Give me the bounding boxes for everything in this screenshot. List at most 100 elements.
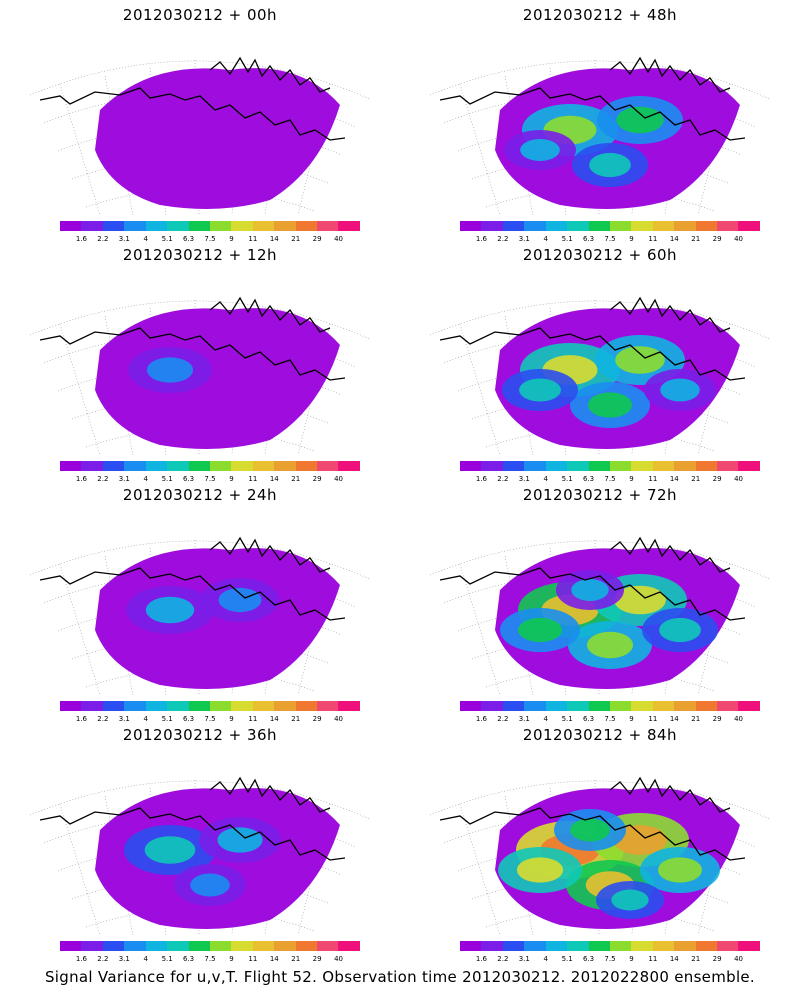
graticule-line — [59, 563, 101, 696]
colorbar-ticks: 1.6 2.2 3.1 4 5.1 6.3 7.5 9 11 14 21 29 40 — [56, 235, 366, 245]
colorbar-swatch — [652, 701, 675, 711]
colorbar-swatch — [695, 221, 718, 231]
colorbar-ticks: 1.6 2.2 3.1 4 5.1 6.3 7.5 9 11 14 21 29 40 — [456, 235, 766, 245]
variance-contour — [611, 889, 649, 911]
colorbar-swatch — [317, 221, 339, 231]
colorbar-swatch — [652, 461, 675, 471]
colorbar-swatch — [567, 461, 589, 471]
colorbar-ticks: 1.6 2.2 3.1 4 5.1 6.3 7.5 9 11 14 21 29 40 — [56, 715, 366, 725]
colorbar-swatch — [502, 221, 525, 231]
colorbar-swatch — [460, 701, 482, 711]
colorbar-swatch — [524, 941, 546, 951]
colorbar-ticks: 1.6 2.2 3.1 4 5.1 6.3 7.5 9 11 14 21 29 40 — [456, 475, 766, 485]
colorbar-tick-label: 9 — [629, 235, 634, 243]
colorbar — [460, 701, 760, 711]
colorbar-ticks: 1.6 2.2 3.1 4 5.1 6.3 7.5 9 11 14 21 29 40 — [56, 955, 366, 965]
map-panel: 2012030212 + 00h 1.6 2.2 3.1 4 5.1 6.3 7.5 9 11 14… — [0, 0, 400, 243]
colorbar-swatch — [209, 701, 232, 711]
colorbar-tick-label: 14 — [669, 715, 679, 723]
colorbar-tick-label: 2.2 — [497, 715, 509, 723]
coastline — [439, 567, 746, 621]
colorbar-ticks: 1.6 2.2 3.1 4 5.1 6.3 7.5 9 11 14 21 29 40 — [56, 475, 366, 485]
colorbar-tick-label: 9 — [229, 955, 234, 963]
colorbar-swatch — [545, 701, 568, 711]
colorbar-swatch — [102, 221, 125, 231]
colorbar-swatch — [652, 221, 675, 231]
colorbar-swatch — [588, 461, 610, 471]
colorbar-swatch — [274, 461, 296, 471]
variance-map — [429, 776, 771, 936]
colorbar-tick-label: 2.2 — [497, 235, 509, 243]
colorbar-tick-label: 2.2 — [97, 475, 109, 483]
colorbar-swatch — [545, 461, 568, 471]
colorbar-swatch — [588, 941, 610, 951]
colorbar-tick-label: 6.3 — [182, 235, 195, 243]
panel-title: 2012030212 + 72h — [522, 486, 678, 504]
colorbar-swatch — [524, 221, 546, 231]
variance-contour — [518, 617, 562, 643]
colorbar-tick-label: 2.2 — [97, 955, 109, 963]
colorbar-swatch — [317, 701, 339, 711]
colorbar-swatch — [231, 941, 253, 951]
colorbar-tick-label: 5.1 — [561, 235, 573, 243]
colorbar-tick-label: 4 — [143, 715, 148, 723]
colorbar-swatch — [631, 461, 653, 471]
colorbar-tick-label: 29 — [312, 235, 322, 243]
colorbar-swatch — [502, 941, 525, 951]
colorbar-swatch — [738, 941, 760, 951]
colorbar-tick-label: 40 — [734, 235, 744, 243]
colorbar-tick-label: 3.1 — [118, 955, 130, 963]
variance-contour — [218, 587, 262, 613]
colorbar — [60, 221, 360, 231]
variance-contour — [660, 378, 700, 402]
colorbar-swatch — [717, 461, 739, 471]
variance-map — [429, 536, 771, 696]
colorbar-tick-label: 11 — [648, 715, 658, 723]
colorbar-swatch — [81, 461, 103, 471]
colorbar-tick-label: 21 — [691, 235, 701, 243]
colorbar-swatch — [717, 701, 739, 711]
variance-contour — [659, 617, 701, 643]
colorbar-swatch — [481, 701, 503, 711]
colorbar-tick-label: 40 — [734, 955, 744, 963]
colorbar-swatch — [167, 221, 189, 231]
colorbar-swatch — [609, 701, 632, 711]
colorbar-swatch — [545, 941, 568, 951]
colorbar-swatch — [60, 701, 82, 711]
variance-contour — [190, 873, 230, 897]
graticule-line — [429, 780, 771, 820]
colorbar-swatch — [631, 701, 653, 711]
colorbar-tick-label: 4 — [543, 475, 548, 483]
colorbar-swatch — [81, 941, 103, 951]
panel-title: 2012030212 + 00h — [122, 6, 278, 24]
colorbar-tick-label: 6.3 — [582, 715, 595, 723]
colorbar-tick-label: 5.1 — [561, 475, 573, 483]
colorbar-tick-label: 3.1 — [518, 715, 530, 723]
colorbar-swatch — [317, 461, 339, 471]
colorbar-tick-label: 11 — [648, 955, 658, 963]
colorbar-swatch — [295, 701, 318, 711]
variance-map — [29, 296, 371, 456]
colorbar-swatch — [567, 701, 589, 711]
colorbar-tick-label: 29 — [312, 955, 322, 963]
colorbar-swatch — [81, 701, 103, 711]
colorbar-swatch — [674, 701, 696, 711]
variance-contour — [615, 346, 665, 374]
colorbar — [460, 221, 760, 231]
graticule-line — [429, 300, 771, 340]
colorbar-swatch — [231, 221, 253, 231]
colorbar-swatch — [60, 941, 82, 951]
colorbar-tick-label: 3.1 — [118, 715, 130, 723]
colorbar-swatch — [338, 941, 360, 951]
colorbar-tick-label: 21 — [691, 475, 701, 483]
colorbar-tick-label: 40 — [734, 715, 744, 723]
variance-contour — [145, 596, 195, 624]
colorbar-tick-label: 21 — [291, 475, 301, 483]
colorbar-swatch — [124, 221, 146, 231]
colorbar-tick-label: 9 — [629, 715, 634, 723]
colorbar-swatch — [631, 221, 653, 231]
colorbar-swatch — [209, 461, 232, 471]
colorbar-swatch — [695, 941, 718, 951]
colorbar-swatch — [674, 461, 696, 471]
colorbar-swatch — [481, 461, 503, 471]
